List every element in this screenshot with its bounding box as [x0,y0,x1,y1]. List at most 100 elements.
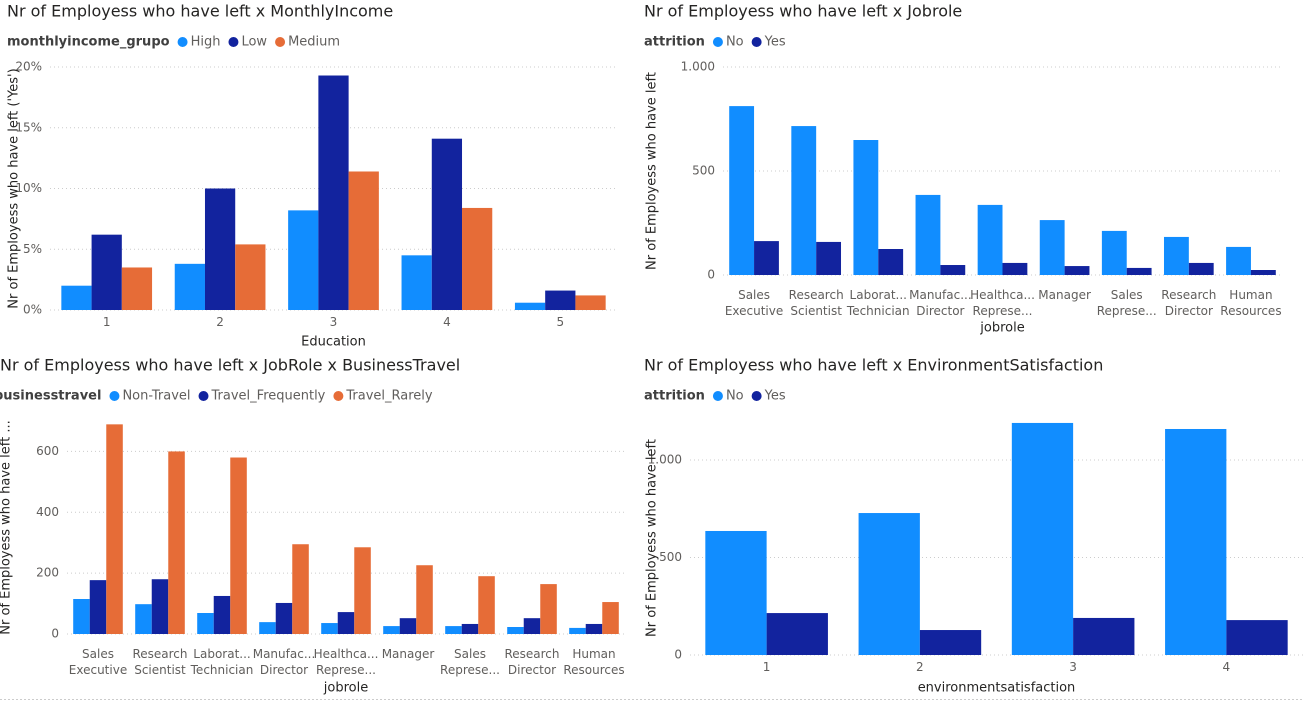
x-tick-label: 3 [1069,660,1077,674]
legend-marker [333,391,344,401]
bar [1250,270,1276,275]
x-tick-label: Research Director [504,647,559,677]
bar [585,623,603,634]
bar [292,544,309,634]
bar [1101,230,1127,275]
x-tick-label: Human Resources [1220,288,1281,318]
legend-label: No [726,389,744,404]
bar [401,255,432,310]
x-tick-label: 1 [103,315,111,329]
bar [1073,617,1135,655]
x-tick-label-line: Scientist [134,663,186,677]
x-tick-label: Manager [1038,288,1091,302]
bar [858,513,920,655]
x-tick-label: Sales Represe... [440,647,500,677]
x-tick-label-line: Sales [82,647,114,661]
bar [431,138,463,310]
y-tick-label: 0 [674,648,682,662]
bar [348,171,379,310]
x-tick-label-line: Represe... [973,304,1033,318]
legend-label: No [726,35,744,50]
y-axis-label: Nr of Employess who have left [645,439,660,637]
x-tick-label-line: Director [1165,304,1213,318]
bar [259,622,276,634]
y-axis-label: Nr of Employess who have left ... [0,420,14,635]
x-tick-label: Healthca... Represe... [970,288,1035,318]
x-axis-label: environmentsatisfaction [918,681,1076,696]
bar [275,602,293,634]
y-tick-label: 15% [15,120,42,134]
chart-title: Nr of Employess who have left x Environm… [644,356,1103,375]
bar [569,627,586,634]
bar [61,285,92,310]
x-tick-label: Manufac... Director [909,288,972,318]
x-tick-label-line: 4 [443,315,451,329]
x-tick-label: 5 [556,315,564,329]
bar [151,579,169,634]
x-tick-label-line: 3 [1069,660,1077,674]
bar [853,140,879,275]
y-tick-label: 500 [692,164,715,178]
bar [174,263,205,310]
x-tick-label-line: Laborat... [850,288,907,302]
x-tick-label-line: Director [260,663,308,677]
legend-marker [712,37,723,47]
bar [318,75,349,310]
chart-title: Nr of Employess who have left x Jobrole [644,2,962,21]
x-tick-label: 2 [216,315,224,329]
x-tick-label-line: Director [916,304,964,318]
y-tick-label: 10% [15,181,42,195]
bar [816,241,842,275]
legend-marker [275,37,286,47]
x-tick-label: 3 [330,315,338,329]
x-tick-label-line: Manager [1038,288,1091,302]
x-tick-label-line: Research [1161,288,1216,302]
bar [213,595,231,634]
legend-label: Non-Travel [122,389,190,404]
bar [915,194,941,275]
legend-marker [109,391,120,401]
x-tick-label: 4 [1223,660,1231,674]
bar [1064,266,1090,275]
y-tick-label: 5% [23,242,42,256]
legend-label: Travel_Rarely [345,389,433,404]
x-tick-label: Sales Executive [725,288,783,318]
bar [204,188,236,310]
x-tick-label-line: Represe... [1097,304,1157,318]
x-axis-label: jobrole [979,321,1024,336]
x-tick-label: Research Scientist [789,288,844,318]
x-tick-label-line: Manager [382,647,435,661]
y-axis-label: Nr of Employess who have left [645,72,660,270]
y-tick-label: 1.000 [681,60,715,74]
bar [791,126,817,276]
x-tick-label: 4 [443,315,451,329]
bar [91,234,122,310]
x-tick-label-line: Scientist [790,304,842,318]
x-tick-label-line: Technician [846,304,910,318]
legend-label: Yes [764,389,786,404]
bar [461,623,479,634]
bar [416,565,433,634]
bar [321,623,338,634]
legend-label: Yes [764,35,786,50]
bar [197,613,214,634]
bar [1126,267,1152,275]
x-tick-label-line: 1 [103,315,111,329]
bar [919,630,982,655]
x-tick-label-line: 2 [916,660,924,674]
bar [445,626,462,634]
bar [507,627,524,634]
x-tick-label-line: Executive [725,304,783,318]
x-tick-label-line: Resources [563,663,624,677]
x-tick-label-line: Human [1229,288,1272,302]
y-tick-label: 20% [15,60,42,74]
x-tick-label: Sales Represe... [1097,288,1157,318]
bar [729,106,755,275]
x-axis-label: jobrole [323,681,368,696]
bar [89,580,107,634]
bar [478,576,495,634]
y-tick-label: 600 [36,444,59,458]
x-tick-label-line: Represe... [440,663,500,677]
